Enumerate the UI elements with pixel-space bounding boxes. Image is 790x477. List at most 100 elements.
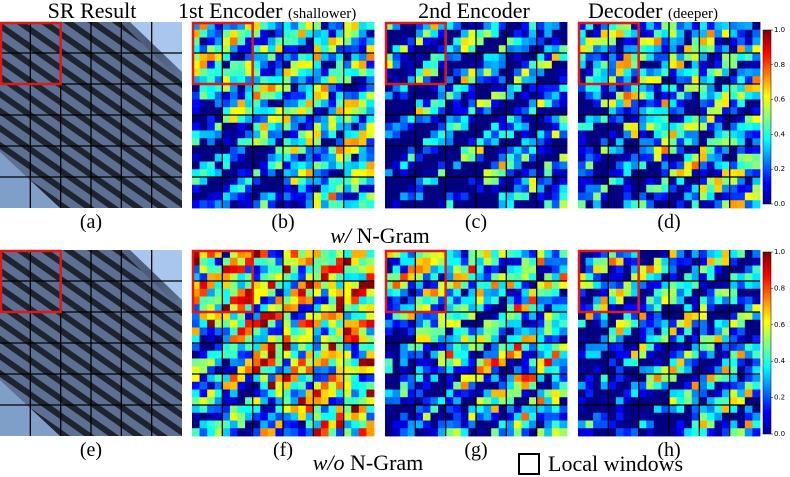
heat-cell (468, 350, 477, 359)
heat-cell (351, 366, 360, 375)
heat-cell (608, 107, 617, 116)
heat-cell (392, 343, 401, 352)
heat-cell (283, 37, 291, 46)
heat-cell (529, 358, 538, 367)
heat-cell (699, 273, 708, 282)
heat-cell (438, 60, 447, 69)
heat-cell (623, 84, 632, 93)
heat-cell (207, 288, 216, 297)
heat-cell (328, 177, 337, 186)
heat-cell (593, 319, 602, 328)
heat-cell (498, 115, 507, 124)
heat-cell (646, 319, 655, 328)
heat-cell (752, 312, 761, 321)
heat-cell (453, 405, 462, 414)
heat-cell (722, 412, 731, 421)
heat-cell (559, 99, 568, 108)
heat-cell (699, 288, 708, 297)
heat-cell (752, 327, 761, 336)
heat-cell (744, 22, 753, 31)
heat-cell (468, 99, 477, 108)
heat-cell (646, 381, 655, 390)
heat-cell (453, 29, 462, 38)
heat-cell (214, 60, 223, 69)
heat-cell (521, 366, 530, 375)
heat-cell (351, 405, 360, 414)
heat-cell (336, 184, 345, 193)
heat-cell (506, 122, 515, 131)
heat-cell (729, 45, 738, 54)
heat-cell (585, 358, 594, 367)
heat-cell (252, 412, 261, 421)
heat-cell (366, 45, 375, 54)
heat-cell (631, 68, 640, 77)
heat-cell (729, 53, 738, 62)
heat-cell (320, 327, 329, 336)
heat-cell (600, 389, 609, 398)
heat-cell (313, 68, 322, 77)
heat-cell (551, 281, 560, 290)
heat-cell (729, 381, 738, 390)
heat-cell (422, 428, 431, 437)
heat-cell (320, 366, 329, 375)
heat-cell (336, 29, 345, 38)
heat-cell (638, 265, 647, 274)
heat-cell (676, 381, 685, 390)
heat-cell (706, 397, 715, 406)
heat-cell (476, 343, 484, 352)
heat-cell (669, 177, 677, 186)
heat-cell (744, 107, 753, 116)
heat-cell (536, 335, 545, 344)
heat-cell (283, 161, 291, 170)
heat-cell (498, 288, 507, 297)
heat-cell (638, 68, 647, 77)
heat-cell (460, 397, 469, 406)
colorbar-tick-label: 0.2 (774, 165, 785, 173)
heat-cell (506, 146, 515, 155)
heat-cell (706, 169, 715, 178)
heat-cell (521, 381, 530, 390)
heat-cell (192, 153, 200, 162)
heat-cell (283, 153, 291, 162)
heat-cell (699, 91, 708, 100)
heat-cell (222, 45, 231, 54)
heat-cell (653, 122, 662, 131)
heat-cell (676, 146, 685, 155)
heat-cell (646, 335, 655, 344)
heat-cell (585, 177, 594, 186)
heat-cell (722, 161, 731, 170)
highlight-window (191, 21, 254, 86)
heat-cell (468, 37, 477, 46)
heat-cell (245, 153, 254, 162)
heat-cell (669, 265, 677, 274)
heat-cell (638, 22, 647, 31)
heat-cell (214, 161, 223, 170)
heat-cell (199, 161, 208, 170)
heat-cell (476, 153, 484, 162)
heat-cell (192, 327, 200, 336)
heat-cell (752, 389, 761, 398)
heat-cell (460, 146, 469, 155)
heat-cell (358, 45, 367, 54)
heat-cell (551, 327, 560, 336)
heat-cell (529, 412, 538, 421)
heat-cell (752, 177, 761, 186)
heat-cell (275, 115, 284, 124)
heat-cell (638, 420, 647, 429)
heat-cell (460, 138, 469, 147)
heat-cell (608, 265, 617, 274)
heat-cell (290, 184, 299, 193)
heat-cell (313, 428, 322, 437)
heat-cell (631, 200, 640, 209)
heat-cell (585, 169, 594, 178)
heat-cell (422, 350, 431, 359)
heat-cell (729, 37, 738, 46)
heat-cell (290, 29, 299, 38)
heat-cell (699, 327, 708, 336)
heat-cell (653, 296, 662, 305)
heat-cell (192, 146, 200, 155)
heat-cell (498, 146, 507, 155)
heat-cell (358, 412, 367, 421)
heat-cell (366, 343, 375, 352)
heat-cell (430, 192, 439, 201)
